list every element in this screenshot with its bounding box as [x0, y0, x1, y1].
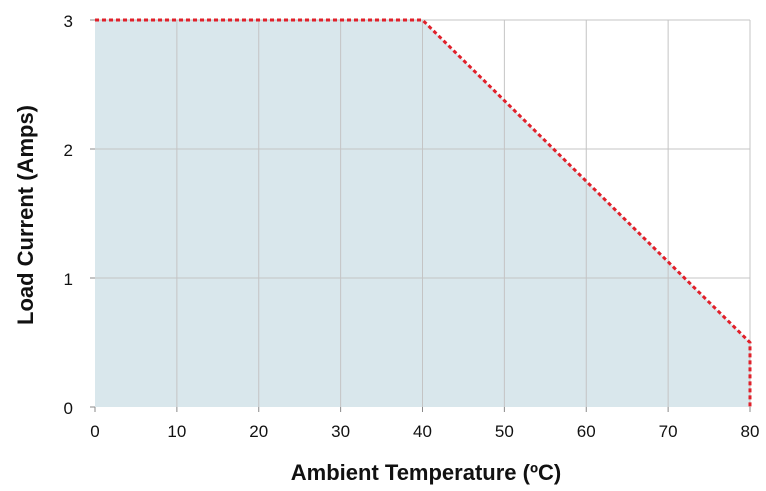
derating-line-0 [95, 18, 752, 407]
x-tick-label-40: 40 [413, 422, 432, 441]
y-axis-title: Load Current (Amps) [13, 105, 38, 325]
x-tick-label-10: 10 [167, 422, 186, 441]
y-tick-label-0: 0 [64, 399, 73, 418]
x-tick-label-30: 30 [331, 422, 350, 441]
y-tick-label-3: 3 [64, 12, 73, 31]
x-tick-label-80: 80 [741, 422, 760, 441]
series-layer [95, 18, 752, 407]
x-axis-title: Ambient Temperature (ºC) [291, 460, 561, 485]
x-tick-label-60: 60 [577, 422, 596, 441]
x-tick-label-0: 0 [90, 422, 99, 441]
grid-layer [95, 19, 751, 407]
x-tick-label-50: 50 [495, 422, 514, 441]
x-tick-label-70: 70 [659, 422, 678, 441]
y-axis: 0 1 2 3 [64, 12, 95, 418]
x-tick-label-20: 20 [249, 422, 268, 441]
y-tick-label-1: 1 [64, 270, 73, 289]
x-axis: 0 10 20 30 40 50 60 70 80 [90, 407, 759, 441]
y-tick-label-2: 2 [64, 141, 73, 160]
